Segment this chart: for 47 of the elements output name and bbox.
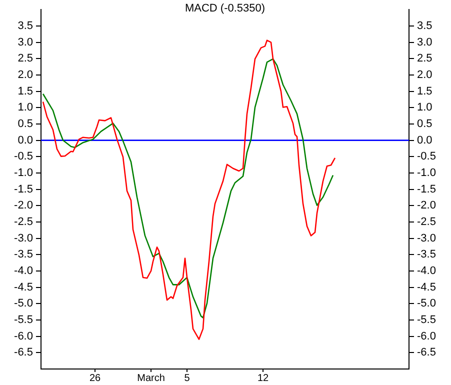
y-tick-label: -6.5 — [14, 346, 33, 359]
y2-tick-label: -1.5 — [417, 183, 436, 196]
y2-tick-label: -2.5 — [417, 216, 436, 228]
y-tick-label: -4.0 — [14, 265, 33, 278]
y-tick-label: -1.0 — [14, 166, 33, 179]
y-tick-label: 0.5 — [18, 118, 33, 130]
y-tick-label: -5.0 — [14, 298, 33, 310]
y2-tick-label: 2.0 — [417, 68, 432, 81]
y-tick-label: 2.5 — [18, 52, 33, 65]
y2-tick-label: -4.0 — [417, 265, 436, 278]
y-tick-label: -3.0 — [14, 232, 33, 244]
y2-tick-label: 1.5 — [417, 85, 432, 98]
y2-tick-label: -0.5 — [417, 150, 436, 163]
y2-tick-label: -6.0 — [417, 330, 436, 342]
y2-tick-label: 1.0 — [417, 102, 432, 114]
y2-tick-label: -3.0 — [417, 232, 436, 244]
y2-tick-label: 3.0 — [417, 36, 432, 48]
y-tick-label: 3.5 — [18, 20, 33, 32]
y-tick-label: -5.5 — [14, 314, 33, 326]
y2-tick-label: -4.5 — [417, 281, 436, 294]
y2-tick-label: -1.0 — [417, 166, 436, 179]
y-tick-label: 2.0 — [18, 68, 33, 81]
y2-tick-label: -6.5 — [417, 346, 436, 359]
x-tick-label: March — [137, 372, 165, 384]
y-tick-label: 0.0 — [18, 134, 33, 146]
x-tick-label: 12 — [257, 372, 269, 384]
y-tick-label: -3.5 — [14, 248, 33, 261]
y-tick-label: -0.5 — [14, 150, 33, 163]
y-tick-label: -2.5 — [14, 216, 33, 228]
y2-tick-label: 0.5 — [417, 118, 432, 130]
y2-tick-label: -3.5 — [417, 248, 436, 261]
x-tick-label: 5 — [184, 372, 190, 384]
x-tick-label: 26 — [89, 372, 101, 384]
y-tick-label: 3.0 — [18, 36, 33, 48]
y-tick-label: -2.0 — [14, 200, 33, 212]
y2-tick-label: -5.5 — [417, 314, 436, 326]
y2-tick-label: -2.0 — [417, 200, 436, 212]
chart-title: MACD (-0.5350) — [184, 2, 266, 15]
y-tick-label: -4.5 — [14, 281, 33, 294]
y2-tick-label: 0.0 — [417, 134, 432, 146]
y2-tick-label: -5.0 — [417, 298, 436, 310]
y-tick-label: 1.0 — [18, 102, 33, 114]
y2-tick-label: 3.5 — [417, 20, 432, 32]
y-tick-label: 1.5 — [18, 85, 33, 98]
y-tick-label: -6.0 — [14, 330, 33, 342]
y2-tick-label: 2.5 — [417, 52, 432, 65]
y-tick-label: -1.5 — [14, 183, 33, 196]
